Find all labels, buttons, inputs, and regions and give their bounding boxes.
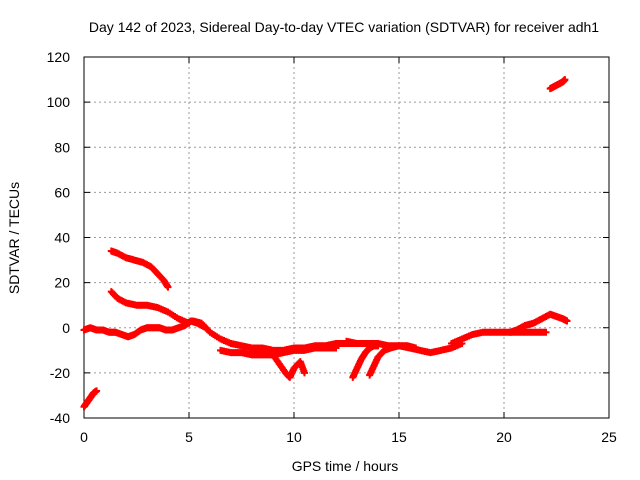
series-arc-late-high [546, 76, 569, 93]
grid-lines [84, 57, 609, 418]
y-tick-label: 100 [47, 94, 71, 110]
y-tick-label: -40 [50, 410, 70, 426]
y-tick-label: 0 [62, 320, 70, 336]
y-tick-label: 20 [54, 275, 70, 291]
data-point [542, 328, 550, 336]
y-tick-label: 80 [54, 139, 70, 155]
series-arc-late-bump [506, 310, 571, 336]
series-arc-spike-10 [269, 351, 308, 381]
x-axis-ticks: 0 5 10 15 20 25 [80, 57, 617, 445]
x-tick-label: 25 [601, 429, 617, 445]
x-tick-label: 20 [496, 429, 512, 445]
x-tick-label: 10 [286, 429, 302, 445]
x-tick-label: 0 [80, 429, 88, 445]
data-point [164, 283, 172, 291]
y-axis-label: SDTVAR / TECUs [6, 182, 22, 294]
data-point [301, 369, 308, 377]
x-tick-label: 15 [391, 429, 407, 445]
data-point [332, 344, 340, 352]
x-axis-label: GPS time / hours [292, 458, 399, 474]
y-tick-label: 120 [47, 49, 71, 65]
data-point [563, 317, 571, 325]
data-point [561, 76, 569, 84]
series-arc-flat-mid [343, 337, 466, 357]
data-points [80, 76, 571, 411]
data-point [93, 387, 101, 395]
series-arc-zero-1 [80, 317, 210, 341]
series-arc-mid [107, 288, 193, 327]
series-arc-start-low [80, 387, 101, 411]
y-tick-label: 40 [54, 230, 70, 246]
chart-title: Day 142 of 2023, Sidereal Day-to-day VTE… [89, 19, 599, 35]
y-tick-label: -20 [50, 365, 70, 381]
y-axis-ticks: -40 -20 0 20 40 60 80 100 120 [47, 49, 609, 426]
x-tick-label: 5 [185, 429, 193, 445]
y-tick-label: 60 [54, 184, 70, 200]
series-arc-upper [107, 247, 172, 291]
